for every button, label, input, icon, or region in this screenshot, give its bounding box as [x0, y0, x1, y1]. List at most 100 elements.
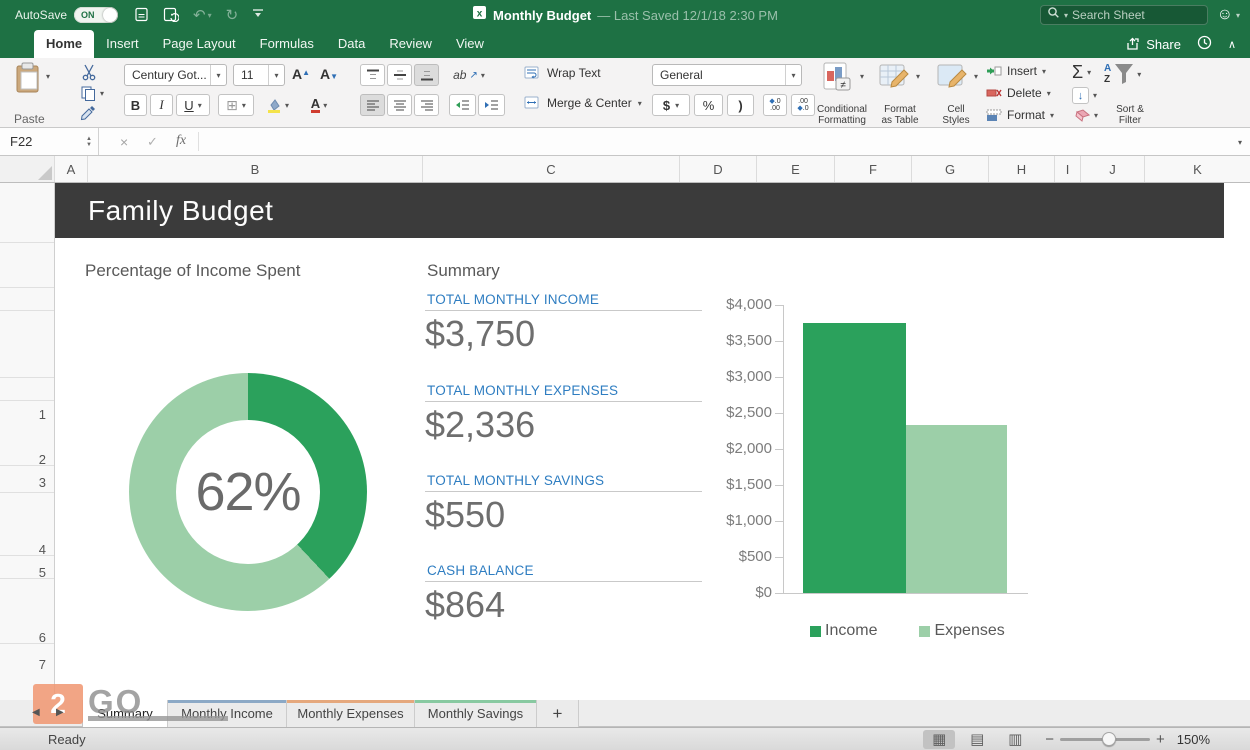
name-box[interactable]: F22 ▲ ▼: [0, 128, 99, 155]
row-header-6[interactable]: 6: [38, 630, 46, 645]
column-header-e[interactable]: E: [757, 156, 835, 182]
feedback-smiley-icon[interactable]: ☺: [1216, 6, 1233, 23]
page-layout-view-icon[interactable]: ▤: [970, 731, 985, 748]
format-painter-icon[interactable]: [80, 105, 97, 127]
tab-data[interactable]: Data: [337, 36, 366, 51]
zoom-slider[interactable]: [1059, 731, 1150, 746]
row-header-1[interactable]: 1: [38, 407, 46, 422]
formula-bar-expand-icon[interactable]: ▾: [1237, 138, 1242, 147]
tab-page-layout[interactable]: Page Layout: [162, 36, 236, 51]
copy-icon[interactable]: [80, 85, 96, 106]
row-header-4[interactable]: 4: [38, 542, 46, 557]
tab-formulas[interactable]: Formulas: [259, 36, 314, 51]
column-header-k[interactable]: K: [1193, 161, 1202, 177]
collapse-ribbon-icon[interactable]: ∧: [1227, 38, 1236, 51]
row-header-3[interactable]: 3: [38, 475, 46, 490]
search-scope-dropdown-icon[interactable]: ▾: [1064, 10, 1069, 20]
normal-view-icon[interactable]: ▦: [923, 729, 956, 749]
search-input[interactable]: [1072, 8, 1228, 22]
formula-input[interactable]: [204, 130, 1214, 153]
column-header-i[interactable]: I: [1055, 156, 1081, 182]
column-header-c[interactable]: C: [423, 156, 680, 182]
italic-button[interactable]: I: [150, 94, 173, 116]
orientation-button[interactable]: ab ↗ ▾: [453, 68, 485, 82]
sheet-scroll-left-icon[interactable]: ◀: [32, 707, 40, 718]
undo-dropdown-icon[interactable]: ▾: [207, 10, 212, 20]
decrease-indent-button[interactable]: [449, 94, 476, 116]
sheet-tab-monthly-expenses[interactable]: Monthly Expenses: [287, 700, 415, 727]
share-button[interactable]: Share: [1126, 37, 1181, 52]
font-size-select[interactable]: 11 ▾: [233, 64, 285, 86]
align-left-button[interactable]: [360, 94, 385, 116]
page-break-view-icon[interactable]: ▥: [1008, 731, 1023, 748]
bold-button[interactable]: B: [124, 94, 147, 116]
percent-style-button[interactable]: %: [694, 94, 723, 116]
redo-icon[interactable]: ↻: [225, 6, 239, 24]
column-header-d[interactable]: D: [680, 156, 757, 182]
conditional-formatting-button[interactable]: ≠ ▾: [822, 62, 864, 97]
align-bottom-button[interactable]: [414, 64, 439, 86]
delete-cells-button[interactable]: Delete ▾: [986, 86, 1051, 100]
clear-button[interactable]: ▾: [1072, 109, 1098, 122]
row-header-2[interactable]: 2: [38, 452, 46, 467]
add-sheet-button[interactable]: +: [537, 700, 579, 727]
tab-view[interactable]: View: [455, 36, 484, 51]
bar-chart[interactable]: $4,000 $3,500 $3,000 $2,500 $2,000 $1,50…: [700, 290, 1045, 650]
insert-cells-button[interactable]: Insert ▾: [986, 64, 1046, 78]
bar-expenses[interactable]: [906, 425, 1007, 593]
undo-icon[interactable]: ↶: [193, 6, 206, 24]
fill-color-button[interactable]: ▾: [259, 94, 297, 116]
align-middle-button[interactable]: [387, 64, 412, 86]
sheet-banner[interactable]: Family Budget: [55, 183, 1224, 238]
zoom-in-icon[interactable]: +: [1155, 730, 1165, 748]
select-all-corner[interactable]: [0, 156, 55, 182]
comma-style-button[interactable]: ): [727, 94, 754, 116]
copy-dropdown-icon[interactable]: ▾: [100, 89, 105, 98]
underline-button[interactable]: U ▾: [176, 94, 210, 116]
cell-styles-button[interactable]: ▾: [936, 62, 978, 97]
align-right-button[interactable]: [414, 94, 439, 116]
tab-insert[interactable]: Insert: [106, 36, 139, 51]
column-header-a[interactable]: A: [55, 156, 88, 182]
paste-dropdown-icon[interactable]: ▾: [46, 72, 51, 81]
column-header-j[interactable]: J: [1081, 156, 1145, 182]
sheet-tab-monthly-savings[interactable]: Monthly Savings: [415, 700, 537, 727]
save-icon[interactable]: [134, 7, 149, 24]
currency-button[interactable]: $ ▾: [652, 94, 690, 116]
number-format-select[interactable]: General ▾: [652, 64, 802, 86]
shrink-font-button[interactable]: A▼: [320, 66, 339, 82]
row-header-5[interactable]: 5: [38, 565, 46, 580]
wrap-text-button[interactable]: Wrap Text: [524, 66, 601, 80]
zoom-out-icon[interactable]: −: [1045, 730, 1054, 748]
paste-button[interactable]: [14, 62, 42, 99]
autosave-toggle[interactable]: ON: [74, 7, 119, 23]
cancel-entry-icon[interactable]: ×: [120, 134, 129, 150]
tab-home[interactable]: Home: [34, 30, 95, 58]
font-name-select[interactable]: Century Got... ▾: [124, 64, 227, 86]
save-as-icon[interactable]: [163, 7, 180, 24]
zoom-slider-thumb[interactable]: [1101, 731, 1116, 746]
fill-button[interactable]: ↓ ▾: [1072, 87, 1097, 104]
column-header-f[interactable]: F: [835, 156, 912, 182]
insert-function-icon[interactable]: fx: [176, 133, 187, 148]
feedback-dropdown-icon[interactable]: ▾: [1235, 10, 1240, 20]
format-as-table-button[interactable]: ▾: [878, 62, 920, 97]
align-center-button[interactable]: [387, 94, 412, 116]
column-header-b[interactable]: B: [88, 156, 423, 182]
quick-actions-icon[interactable]: [252, 8, 264, 22]
sheet-tab-summary[interactable]: Summary: [82, 700, 168, 727]
tab-review[interactable]: Review: [389, 36, 432, 51]
sheet-scroll-right-icon[interactable]: ▶: [56, 707, 64, 718]
column-header-g[interactable]: G: [912, 156, 989, 182]
name-box-stepper[interactable]: ▲ ▼: [86, 135, 92, 148]
column-header-h[interactable]: H: [989, 156, 1055, 182]
row-header-7[interactable]: 7: [38, 657, 46, 672]
bar-income[interactable]: [803, 323, 906, 593]
align-top-button[interactable]: [360, 64, 385, 86]
font-color-button[interactable]: A ▾: [300, 94, 338, 116]
sheet-tab-monthly-income[interactable]: Monthly Income: [168, 700, 287, 727]
version-history-icon[interactable]: [1197, 35, 1212, 53]
cut-icon[interactable]: [80, 63, 98, 86]
format-cells-button[interactable]: Format ▾: [986, 108, 1054, 122]
